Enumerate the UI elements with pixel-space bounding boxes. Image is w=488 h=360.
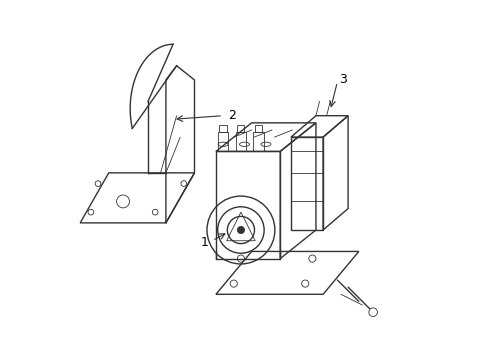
Circle shape xyxy=(237,226,244,234)
Bar xyxy=(253,132,264,152)
Text: 1: 1 xyxy=(201,236,208,249)
Bar xyxy=(255,125,262,132)
Bar xyxy=(237,125,244,132)
Bar xyxy=(217,132,228,152)
Bar xyxy=(219,125,226,132)
Text: 2: 2 xyxy=(228,109,236,122)
Text: 3: 3 xyxy=(339,73,346,86)
Bar xyxy=(235,132,246,152)
